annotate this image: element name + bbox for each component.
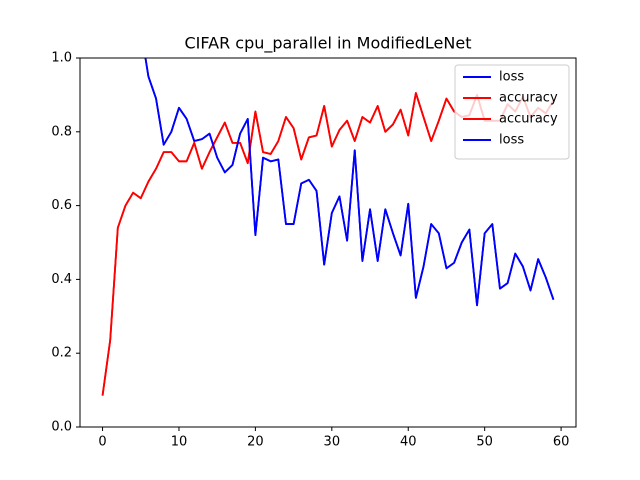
legend-label: loss — [499, 133, 524, 148]
y-tick-label: 0.4 — [51, 272, 72, 287]
y-tick-label: 0.8 — [51, 124, 72, 139]
x-tick-label: 30 — [324, 435, 341, 450]
legend-box — [454, 64, 570, 160]
x-tick-label: 0 — [98, 435, 106, 450]
x-tick-label: 50 — [476, 435, 493, 450]
legend-label: accuracy — [499, 91, 558, 106]
x-tick-label: 40 — [400, 435, 417, 450]
x-tick-label: 10 — [171, 435, 188, 450]
y-tick-label: 0.2 — [51, 346, 72, 361]
y-tick-label: 0.6 — [51, 198, 72, 213]
x-tick-label: 20 — [247, 435, 264, 450]
line-series — [144, 58, 555, 307]
x-tick-label: 60 — [553, 435, 570, 450]
legend-label: loss — [499, 70, 524, 85]
y-tick-label: 1.0 — [51, 51, 72, 66]
axes-frame — [79, 57, 577, 428]
chart-title: CIFAR cpu_parallel in ModifiedLeNet — [185, 34, 472, 54]
legend-label: accuracy — [499, 112, 558, 127]
y-tick-label: 0.0 — [51, 420, 72, 435]
